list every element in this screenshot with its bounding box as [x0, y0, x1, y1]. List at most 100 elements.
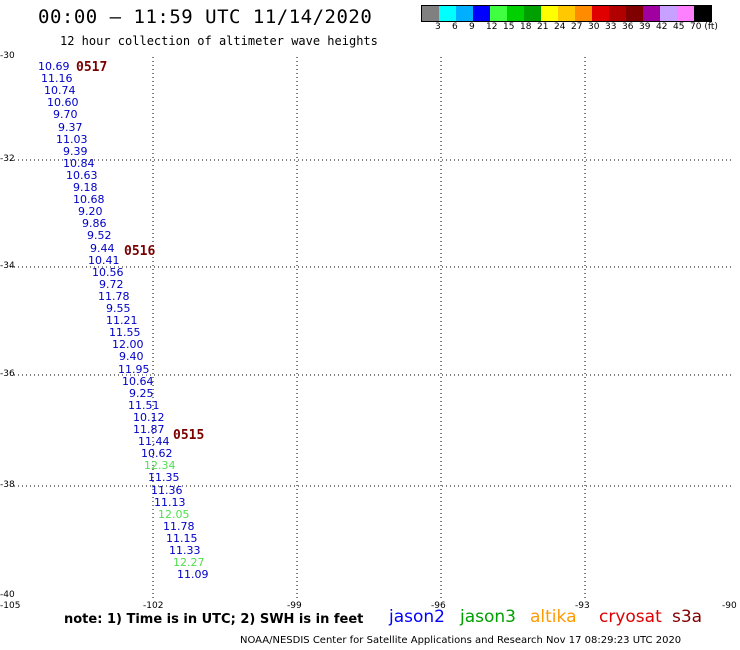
color-scale-label: 27 — [571, 22, 583, 32]
wave-height-label: 11.95 — [118, 362, 150, 376]
wave-height-label: 11.35 — [148, 471, 180, 485]
wave-height-label: 9.20 — [78, 205, 103, 219]
color-scale-label: 21 — [537, 22, 549, 32]
map-title: 00:00 – 11:59 UTC 11/14/2020 — [38, 6, 373, 28]
color-swatch-1 — [439, 6, 456, 21]
footer-note: note: 1) Time is in UTC; 2) SWH is in fe… — [64, 612, 364, 627]
wave-height-label: 11.78 — [98, 289, 130, 303]
wave-height-label: 10.12 — [133, 410, 165, 424]
wave-height-label: 11.03 — [56, 132, 88, 146]
longitude-tick: -90 — [722, 601, 737, 611]
color-swatch-15 — [677, 6, 694, 21]
color-scale-label: 9 — [469, 22, 475, 32]
wave-height-label: 11.36 — [151, 483, 183, 497]
color-swatch-3 — [473, 6, 490, 21]
satellite-jason3: jason3 — [460, 607, 516, 627]
color-swatch-4 — [490, 6, 507, 21]
color-scale-label: 70 (ft) — [690, 22, 718, 32]
wave-height-label: 12.00 — [112, 338, 144, 352]
wave-height-label: 10.84 — [63, 156, 95, 170]
wave-height-label: 10.74 — [44, 84, 76, 98]
latitude-tick: -30 — [0, 51, 15, 61]
color-scale-label: 18 — [520, 22, 532, 32]
wave-height-label: 11.21 — [106, 314, 138, 328]
wave-height-label: 12.05 — [158, 507, 190, 521]
latitude-tick: -38 — [0, 480, 15, 490]
latitude-tick: -36 — [0, 369, 15, 379]
wave-height-label: 10.69 — [38, 60, 70, 73]
wave-height-label: 10.68 — [73, 193, 105, 207]
pass-time-label: 0517 — [76, 60, 108, 75]
satellite-jason2: jason2 — [389, 607, 445, 627]
longitude-tick: -93 — [575, 601, 590, 611]
satellite-cryosat: cryosat — [599, 607, 662, 627]
wave-height-label: 11.55 — [109, 326, 141, 340]
wave-height-label: 9.72 — [99, 277, 124, 291]
color-swatch-16 — [694, 6, 711, 21]
color-scale-label: 33 — [605, 22, 617, 32]
color-scale-label: 6 — [452, 22, 458, 32]
pass-time-label: 0516 — [124, 244, 156, 259]
color-scale-label: 12 — [486, 22, 498, 32]
color-scale-label: 36 — [622, 22, 634, 32]
longitude-tick: -105 — [0, 601, 21, 611]
wave-height-label: 12.34 — [144, 459, 176, 473]
color-swatch-0 — [422, 6, 439, 21]
wave-height-label: 11.51 — [128, 398, 160, 412]
color-swatch-2 — [456, 6, 473, 21]
wave-height-label: 11.87 — [133, 423, 165, 436]
color-scale-label: 45 — [673, 22, 685, 32]
wave-height-label: 10.62 — [141, 447, 173, 461]
color-swatch-11 — [609, 6, 626, 21]
wave-height-label: 11.15 — [166, 531, 198, 545]
color-scale-bar — [421, 5, 712, 22]
wave-height-label: 9.37 — [58, 120, 83, 134]
wave-height-label: 11.09 — [177, 568, 209, 582]
satellite-altika: altika — [530, 607, 577, 627]
satellite-s3a: s3a — [672, 607, 703, 627]
color-scale-label: 39 — [639, 22, 651, 32]
color-swatch-5 — [507, 6, 524, 21]
color-swatch-13 — [643, 6, 660, 21]
color-swatch-8 — [558, 6, 575, 21]
color-swatch-12 — [626, 6, 643, 21]
wave-height-label: 10.63 — [66, 168, 98, 182]
longitude-tick: -99 — [287, 601, 302, 611]
longitude-tick: -96 — [431, 601, 446, 611]
longitude-tick: -102 — [143, 601, 164, 611]
latitude-tick: -34 — [0, 261, 15, 271]
wave-height-label: 11.44 — [138, 435, 170, 449]
credit-line: NOAA/NESDIS Center for Satellite Applica… — [240, 635, 682, 646]
wave-height-label: 9.25 — [129, 386, 154, 400]
color-scale-label: 42 — [656, 22, 668, 32]
color-scale-label: 3 — [435, 22, 441, 32]
wave-height-label: 10.64 — [122, 374, 154, 388]
wave-height-label: 10.41 — [88, 253, 120, 267]
wave-height-label: 9.40 — [119, 350, 144, 364]
wave-height-label: 9.18 — [73, 181, 98, 194]
wave-height-label: 9.44 — [90, 241, 115, 255]
color-swatch-6 — [524, 6, 541, 21]
wave-height-label: 10.60 — [47, 96, 79, 110]
color-swatch-10 — [592, 6, 609, 21]
wave-height-label: 11.78 — [163, 519, 195, 533]
wave-height-label: 9.70 — [53, 108, 78, 122]
color-scale-label: 30 — [588, 22, 600, 32]
color-scale-label: 15 — [503, 22, 515, 32]
pass-time-label: 0515 — [173, 428, 205, 443]
latitude-tick: -40 — [0, 590, 15, 600]
wave-height-label: 9.86 — [82, 217, 107, 231]
color-scale-label: 24 — [554, 22, 566, 32]
latitude-tick: -32 — [0, 154, 15, 164]
wave-height-label: 11.33 — [169, 544, 201, 557]
wave-height-label: 9.52 — [87, 229, 112, 243]
wave-height-label: 11.13 — [154, 495, 186, 509]
color-swatch-9 — [575, 6, 592, 21]
wave-height-label: 9.55 — [106, 302, 131, 315]
wave-height-label: 12.27 — [173, 556, 205, 570]
color-swatch-7 — [541, 6, 558, 21]
map-subtitle: 12 hour collection of altimeter wave hei… — [60, 34, 378, 48]
wave-height-label: 10.56 — [92, 265, 124, 279]
wave-height-label: 9.39 — [63, 144, 88, 158]
